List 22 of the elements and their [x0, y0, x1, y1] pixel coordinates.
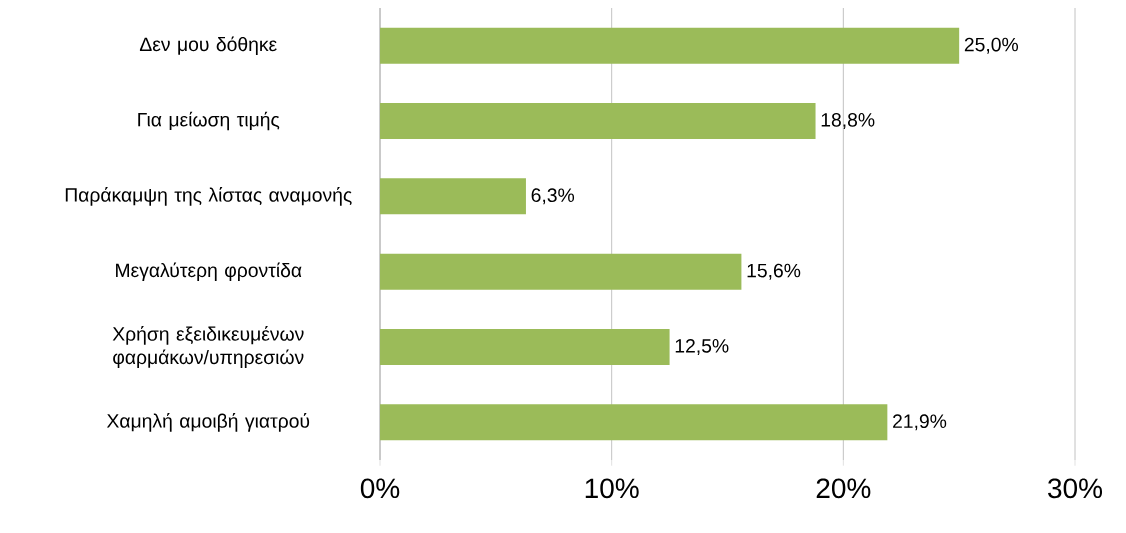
y-tick-label: Για μείωση τιμής — [138, 111, 280, 131]
bar — [380, 329, 670, 366]
bar — [380, 178, 526, 215]
data-label: 12,5% — [675, 339, 729, 355]
data-label: 25,0% — [964, 37, 1019, 54]
x-tick-label: 20% — [816, 478, 871, 499]
y-tick-label: Χρήση εξειδικευμένων φαρμάκων/υπηρεσιών — [112, 326, 304, 368]
data-label: 6,3% — [531, 188, 575, 205]
data-label: 15,6% — [747, 263, 801, 280]
x-tick-label: 0% — [360, 478, 400, 499]
bar — [380, 253, 742, 290]
y-tick-label: Μεγαλύτερη φροντίδα — [116, 262, 302, 281]
y-tick-label: Χαμηλή αμοιβή γιατρού — [106, 413, 310, 432]
data-label: 18,8% — [821, 113, 875, 129]
y-tick-label: Δεν μου δόθηκε — [139, 36, 277, 55]
y-tick-label: Παράκαμψη της λίστας αναμονής — [65, 187, 352, 206]
x-tick-label: 30% — [1048, 478, 1103, 499]
data-label: 21,9% — [893, 414, 947, 431]
bar — [380, 103, 816, 140]
x-tick-label: 10% — [585, 478, 639, 499]
bar — [380, 404, 888, 441]
bar — [380, 27, 960, 64]
